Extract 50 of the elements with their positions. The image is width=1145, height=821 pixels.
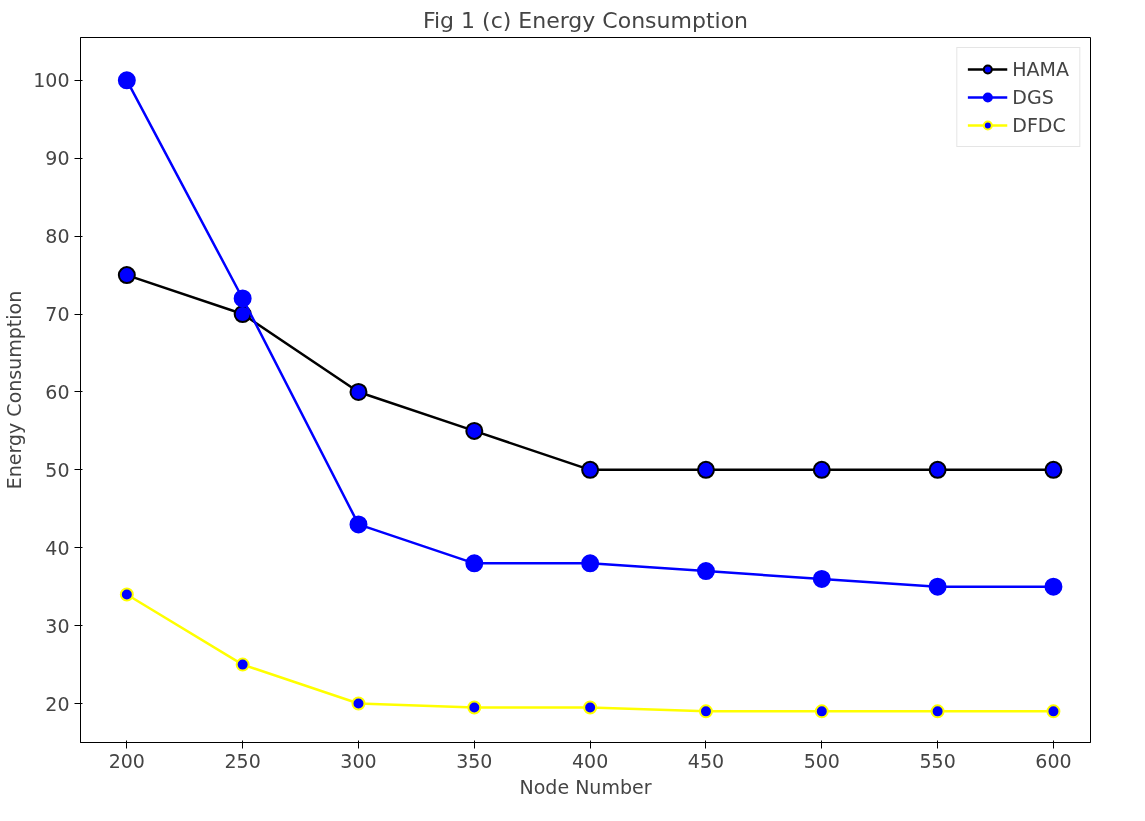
point [1044,577,1063,596]
y-tick-label: 90 [45,147,70,170]
chart-title: Fig 1 (c) Energy Consumption [422,7,749,33]
point [814,704,829,719]
point [1044,460,1063,479]
legend-label: HAMA [1012,58,1069,80]
x-tick-label: 300 [340,749,377,772]
x-tick-label: 500 [803,749,840,772]
point [349,382,368,401]
point [930,704,945,719]
y-tick-label: 60 [45,380,70,403]
point [698,704,713,719]
point [351,696,366,711]
point [119,587,134,602]
y-tick-label: 80 [45,225,70,248]
point [581,460,600,479]
x-tick-label: 200 [108,749,145,772]
point [696,562,715,581]
y-tick-label: 30 [45,614,70,637]
legend-label: DFDC [1012,114,1066,136]
point [233,289,252,308]
x-tick-label: 450 [687,749,725,772]
point [235,657,250,672]
point [1046,704,1061,719]
point [465,421,484,440]
point [812,569,831,588]
y-tick-label: 100 [33,69,70,92]
point [465,554,484,573]
legend-label: DGS [1012,86,1054,108]
point [928,460,947,479]
point [349,515,368,534]
x-tick-label: 250 [224,749,261,772]
y-tick-label: 20 [45,692,70,715]
x-tick-label: 400 [572,749,609,772]
x-axis-title: Node Number [519,775,652,798]
y-tick-label: 50 [45,458,70,481]
point [117,71,136,90]
y-tick-label: 70 [45,303,70,326]
point [581,554,600,573]
y-tick-label: 40 [45,536,70,559]
point [117,266,136,285]
point [467,700,482,715]
x-tick-label: 550 [919,749,956,772]
y-axis-title: Energy Consumption [3,290,26,490]
x-tick-label: 350 [456,749,493,772]
point [812,460,831,479]
x-tick-label: 600 [1035,749,1072,772]
point [583,700,598,715]
point [928,577,947,596]
point [696,460,715,479]
